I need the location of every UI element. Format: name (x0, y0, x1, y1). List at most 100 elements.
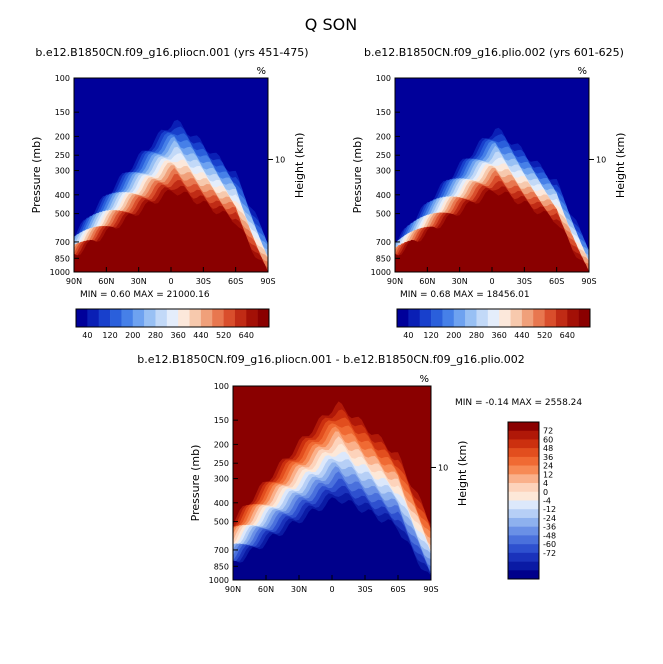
colorbar-swatch (508, 544, 539, 554)
colorbar-swatch (200, 309, 213, 327)
ytick-label: 700 (214, 546, 229, 555)
ytick-label: 150 (376, 108, 391, 117)
y-axis-label: Pressure (mb) (30, 137, 43, 214)
xtick-label: 30N (452, 277, 468, 286)
xtick-label: 30S (517, 277, 532, 286)
colorbar-swatch (508, 561, 539, 571)
colorbar-swatch (121, 309, 134, 327)
units-label: % (577, 66, 587, 77)
xtick-label: 60N (98, 277, 114, 286)
colorbar-label: 640 (560, 331, 575, 340)
right-tick-label: 10 (275, 155, 285, 164)
colorbar-swatch (98, 309, 111, 327)
colorbar-label: 520 (537, 331, 552, 340)
right-axis-label: Height (km) (614, 133, 627, 199)
units-label: % (256, 66, 266, 77)
colorbar-frame (396, 308, 591, 328)
colorbar: 40 120 200 280 360 440 520 640 (396, 308, 591, 340)
panel-right: b.e12.B1850CN.f09_g16.plio.002 (yrs 601-… (351, 46, 627, 340)
colorbar-swatch (508, 570, 539, 580)
xtick-label: 90S (260, 277, 275, 286)
colorbar-swatch (544, 309, 557, 327)
colorbar-label: 280 (469, 331, 484, 340)
ytick-label: 300 (376, 167, 391, 176)
ytick-label: 250 (214, 459, 229, 468)
colorbar-swatch (508, 422, 539, 432)
min-max-stats: MIN = 0.60 MAX = 21000.16 (80, 290, 210, 300)
colorbar-swatch (178, 309, 190, 327)
ytick-label: 850 (55, 254, 70, 263)
xtick-label: 30N (131, 277, 147, 286)
colorbar-swatch (419, 309, 432, 327)
colorbar-swatch (144, 309, 156, 327)
ytick-label: 250 (376, 151, 391, 160)
ytick-label: 400 (214, 499, 229, 508)
ytick-label: 300 (214, 475, 229, 484)
colorbar-label: -36 (543, 523, 556, 532)
colorbar-label: -4 (543, 497, 551, 506)
colorbar-swatch (567, 309, 579, 327)
xtick-label: 90N (66, 277, 82, 286)
ytick-label: 100 (376, 74, 391, 83)
xtick-label: 60S (390, 585, 405, 594)
colorbar-label: 440 (193, 331, 208, 340)
xtick-label: 30S (196, 277, 211, 286)
colorbar-swatch (508, 491, 539, 501)
ytick-label: 1000 (209, 576, 229, 585)
colorbar-swatch (521, 309, 534, 327)
colorbar-label: 36 (543, 453, 553, 462)
colorbar-swatch (397, 309, 409, 327)
right-tick-label: 10 (596, 155, 606, 164)
xtick-label: 90S (581, 277, 596, 286)
colorbar-swatch (533, 309, 545, 327)
level-band-17 (233, 497, 431, 580)
panel-title: b.e12.B1850CN.f09_g16.pliocn.001 (yrs 45… (35, 46, 308, 59)
ytick-label: 1000 (50, 268, 70, 277)
colorbar-label: -48 (543, 531, 556, 540)
colorbar-label: 440 (514, 331, 529, 340)
colorbar-swatch (189, 309, 202, 327)
colorbar-swatch (508, 483, 539, 493)
colorbar-swatch (508, 517, 539, 527)
xtick-label: 60N (419, 277, 435, 286)
xtick-label: 0 (489, 277, 494, 286)
xtick-label: 90S (423, 585, 438, 594)
panel-diff: b.e12.B1850CN.f09_g16.pliocn.001 - b.e12… (137, 353, 582, 594)
colorbar-swatch (508, 430, 539, 440)
colorbar-label: 40 (403, 331, 413, 340)
colorbar-swatch (408, 309, 421, 327)
xtick-label: 90N (387, 277, 403, 286)
colorbar-swatch (508, 526, 539, 536)
ytick-label: 200 (214, 440, 229, 449)
ytick-label: 150 (214, 416, 229, 425)
colorbar-swatch (508, 509, 539, 519)
colorbar-label: 120 (423, 331, 438, 340)
ytick-label: 500 (55, 210, 70, 219)
colorbar-swatch (76, 309, 88, 327)
ytick-label: 100 (55, 74, 70, 83)
colorbar-swatch (166, 309, 179, 327)
colorbar-label: -24 (543, 514, 556, 523)
colorbar-label: -72 (543, 549, 556, 558)
ytick-label: 700 (376, 238, 391, 247)
ytick-label: 150 (55, 108, 70, 117)
level-band-16 (74, 189, 268, 272)
colorbar-label: 200 (446, 331, 461, 340)
ytick-label: 500 (214, 518, 229, 527)
colorbar-label: 360 (171, 331, 186, 340)
units-label: % (419, 374, 429, 385)
colorbar-swatch (132, 309, 145, 327)
colorbar-swatch (212, 309, 224, 327)
colorbar-label: 4 (543, 479, 548, 488)
colorbar-swatch (87, 309, 100, 327)
colorbar-label: -12 (543, 505, 556, 514)
colorbar-swatch (578, 309, 591, 327)
colorbar-swatch (487, 309, 500, 327)
colorbar-swatch (155, 309, 168, 327)
panel-title: b.e12.B1850CN.f09_g16.pliocn.001 - b.e12… (137, 353, 525, 366)
xtick-label: 60S (549, 277, 564, 286)
colorbar-swatch (465, 309, 477, 327)
colorbar-frame (507, 421, 540, 580)
colorbar-swatch (508, 456, 539, 466)
